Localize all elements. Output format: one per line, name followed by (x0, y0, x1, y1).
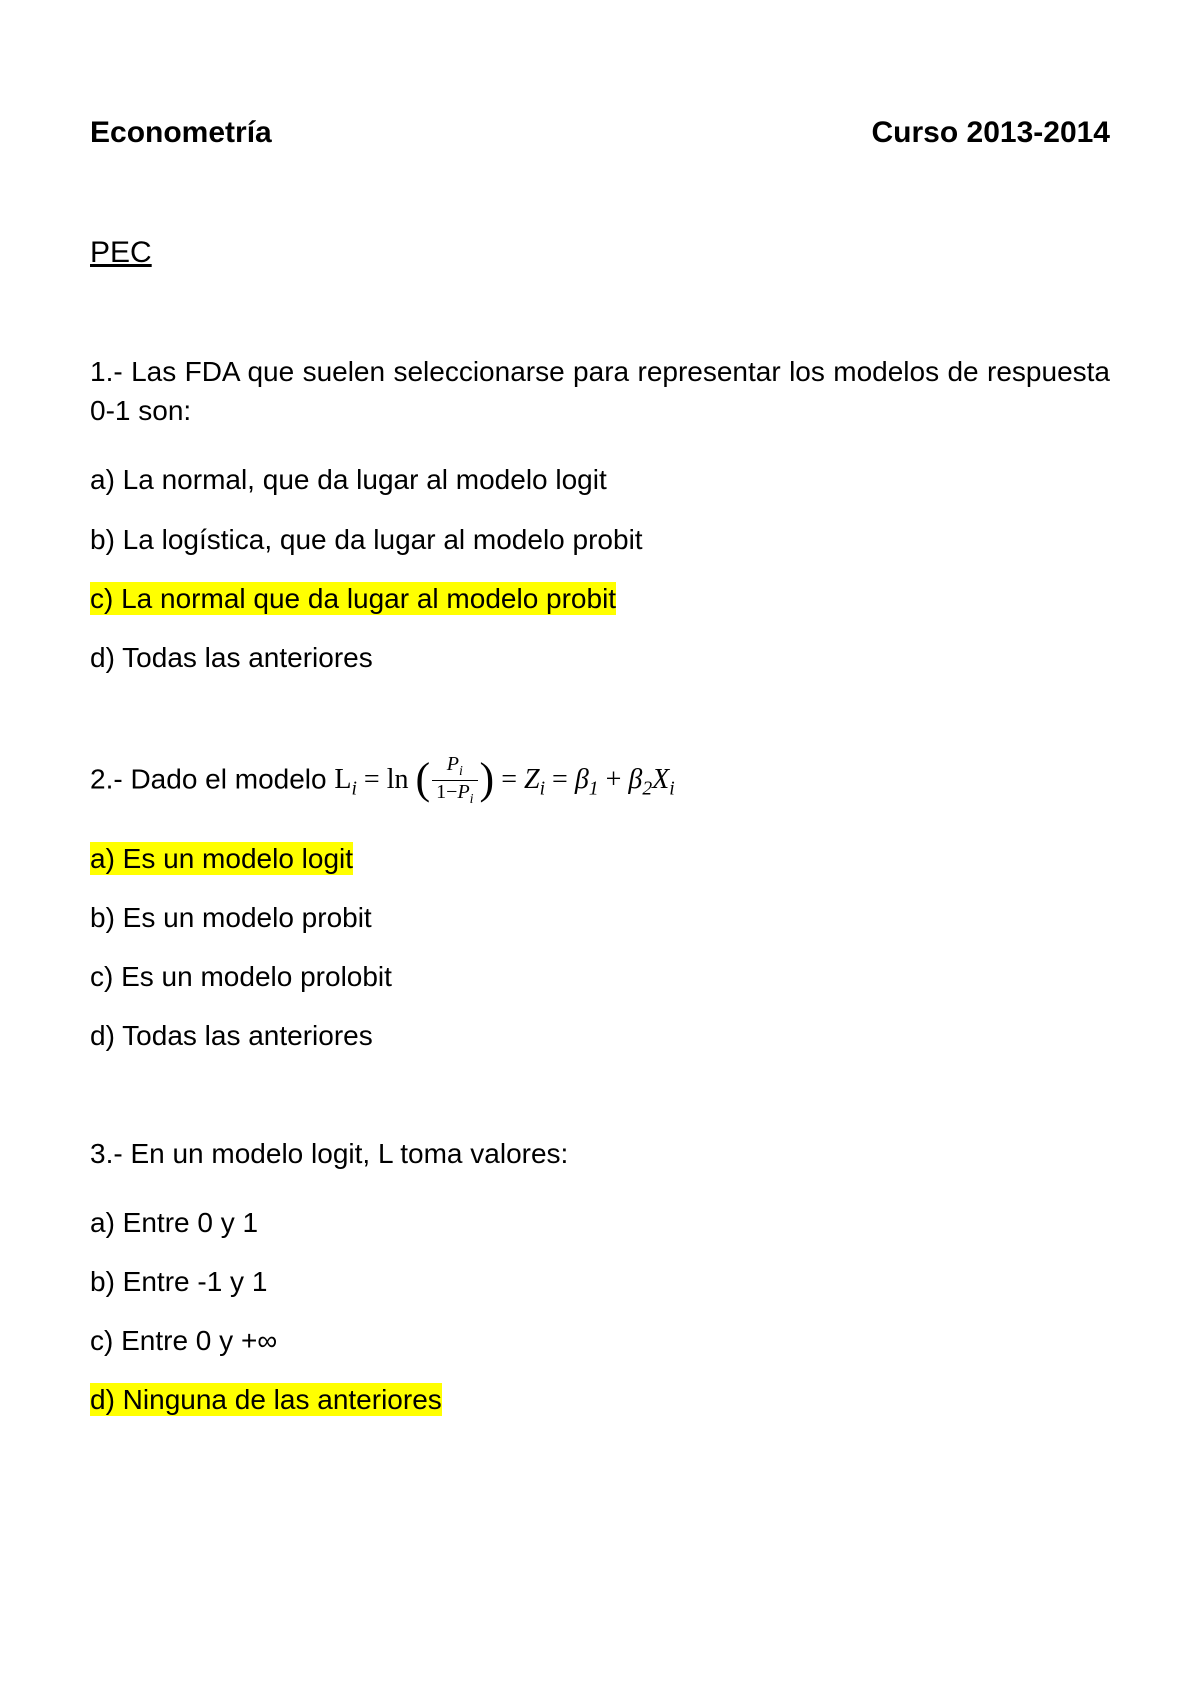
question-3: 3.- En un modelo logit, L toma valores: … (90, 1134, 1110, 1420)
question-2: 2.- Dado el modelo Li = ln (Pi1−Pi) = Zi… (90, 755, 1110, 1056)
question-1-option-c: c) La normal que da lugar al modelo prob… (90, 579, 1110, 618)
question-3-option-a: a) Entre 0 y 1 (90, 1203, 1110, 1242)
header-left: Econometría (90, 112, 272, 154)
page: Econometría Curso 2013-2014 PEC 1.- Las … (0, 0, 1200, 1698)
question-2-option-c: c) Es un modelo prolobit (90, 957, 1110, 996)
question-2-stem-prefix: 2.- Dado el modelo (90, 763, 334, 794)
question-3-option-c: c) Entre 0 y +∞ (90, 1321, 1110, 1360)
question-1-stem: 1.- Las FDA que suelen seleccionarse par… (90, 352, 1110, 430)
question-1-option-b: b) La logística, que da lugar al modelo … (90, 520, 1110, 559)
question-2-option-a: a) Es un modelo logit (90, 839, 1110, 878)
question-2-option-d: d) Todas las anteriores (90, 1016, 1110, 1055)
question-1: 1.- Las FDA que suelen seleccionarse par… (90, 352, 1110, 677)
question-1-option-d: d) Todas las anteriores (90, 638, 1110, 677)
question-3-stem: 3.- En un modelo logit, L toma valores: (90, 1134, 1110, 1173)
header-line: Econometría Curso 2013-2014 (90, 112, 1110, 154)
section-title: PEC (90, 232, 1110, 274)
question-3-option-d: d) Ninguna de las anteriores (90, 1380, 1110, 1419)
header-right: Curso 2013-2014 (872, 112, 1110, 154)
question-3-option-b: b) Entre -1 y 1 (90, 1262, 1110, 1301)
highlight: d) Ninguna de las anteriores (90, 1383, 442, 1416)
question-1-option-a: a) La normal, que da lugar al modelo log… (90, 460, 1110, 499)
highlight: c) La normal que da lugar al modelo prob… (90, 582, 616, 615)
question-2-formula: Li = ln (Pi1−Pi) = Zi = β1 + β2Xi (334, 764, 674, 795)
question-2-option-b: b) Es un modelo probit (90, 898, 1110, 937)
question-2-stem: 2.- Dado el modelo Li = ln (Pi1−Pi) = Zi… (90, 755, 1110, 809)
highlight: a) Es un modelo logit (90, 842, 353, 875)
